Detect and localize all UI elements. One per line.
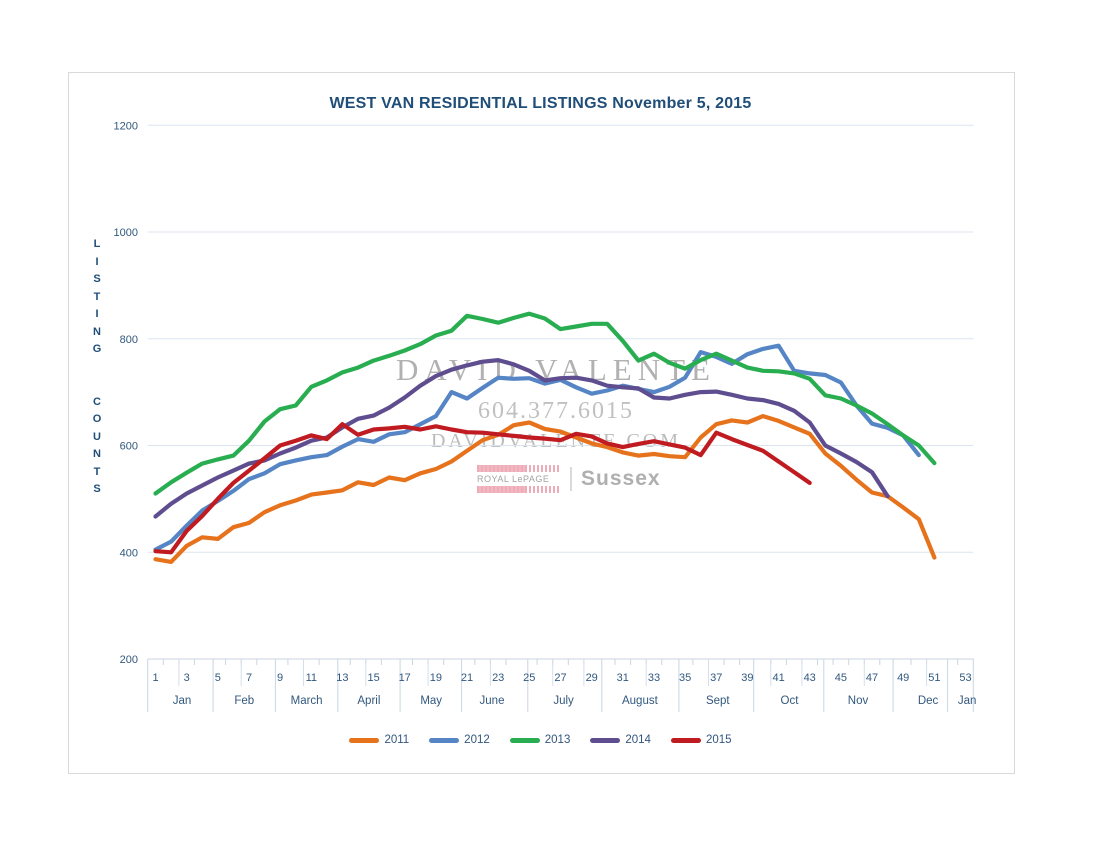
watermark-website: DAVIDVALENTE.COM bbox=[430, 430, 682, 452]
legend-label-2015: 2015 bbox=[705, 734, 732, 746]
legend-label-2012: 2012 bbox=[464, 734, 490, 746]
royal-lepage-text: ROYAL LePAGE bbox=[477, 474, 550, 484]
legend-item-2012: 2012 bbox=[429, 734, 490, 746]
chart-title: WEST VAN RESIDENTIAL LISTINGS November 5… bbox=[329, 95, 752, 112]
legend-swatch-2012 bbox=[429, 737, 460, 743]
legend-item-2011: 2011 bbox=[349, 734, 409, 746]
legend-item-2013: 2013 bbox=[509, 734, 571, 746]
watermark-name: DAVID VALENTE bbox=[396, 352, 716, 387]
sussex-text: Sussex bbox=[570, 467, 661, 491]
legend-item-2014: 2014 bbox=[590, 734, 651, 746]
legend-label-2011: 2011 bbox=[384, 734, 410, 746]
legend-item-2015: 2015 bbox=[670, 734, 732, 746]
logo-stripe-bottom bbox=[477, 486, 561, 493]
legend: 2011 2012 2013 2014 2015 bbox=[68, 734, 1013, 746]
legend-swatch-2014 bbox=[590, 737, 621, 743]
legend-label-2014: 2014 bbox=[625, 734, 651, 746]
legend-swatch-2013 bbox=[509, 737, 540, 743]
watermark-phone: 604.377.6015 bbox=[478, 398, 634, 424]
legend-swatch-2011 bbox=[349, 737, 380, 743]
y-axis-title: L I S T I N G C O U N T S bbox=[92, 238, 102, 495]
royal-lepage-sussex-logo: ROYAL LePAGE Sussex bbox=[477, 464, 661, 494]
royal-lepage-wordmark: ROYAL LePAGE bbox=[477, 464, 561, 494]
legend-label-2013: 2013 bbox=[544, 734, 571, 746]
logo-stripe-top bbox=[477, 465, 561, 472]
legend-swatch-2015 bbox=[670, 737, 701, 743]
